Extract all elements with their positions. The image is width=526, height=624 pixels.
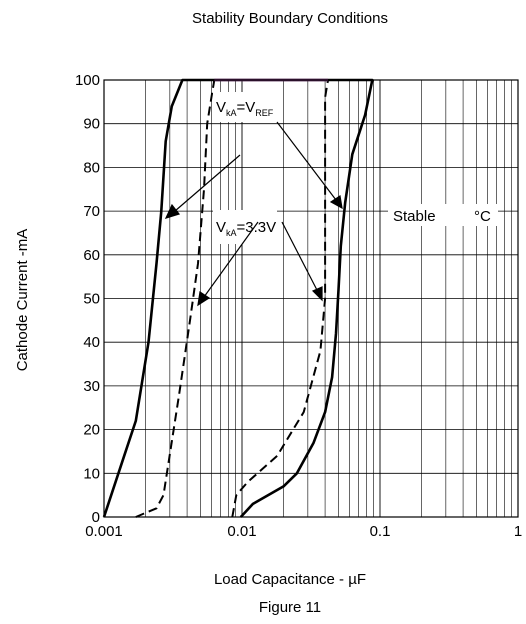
y-tick-label: 0: [92, 509, 100, 526]
arrowhead-3v3-left: [197, 290, 211, 307]
annotation-arrows: [164, 121, 343, 307]
y-tick-label: 80: [83, 159, 100, 176]
annotation-box-vka-vref: [213, 92, 277, 122]
x-tick-label: 0.01: [227, 523, 256, 540]
y-tick-label: 70: [83, 203, 100, 220]
arrowhead-3v3-right: [311, 286, 323, 302]
x-tick-label: 0.001: [85, 523, 123, 540]
y-tick-label: 10: [83, 465, 100, 482]
plot-frame: [103, 79, 519, 518]
y-tick-label: 40: [83, 334, 100, 351]
x-tick-label: 1: [514, 523, 522, 540]
series-line-2: [135, 79, 216, 518]
y-tick-label: 20: [83, 422, 100, 439]
annotation-vka-vref: VkA=VREF: [216, 99, 274, 118]
arrowhead-vref-left: [164, 203, 181, 219]
y-tick-label: 50: [83, 291, 100, 308]
annotation-vka-3v3: VkA=3.3V: [216, 219, 276, 238]
x-tick-label: 0.1: [370, 523, 391, 540]
annotation-degc: °C: [474, 208, 491, 225]
annotation-box-vka-3v3: [213, 210, 277, 244]
y-tick-label: 100: [75, 72, 100, 89]
chart-title: Stability Boundary Conditions: [192, 10, 388, 27]
annotation-stable: Stable: [393, 208, 436, 225]
series-line-3: [231, 79, 329, 518]
arrow-3v3-right: [281, 221, 319, 293]
x-tick-layer: 0.001 0.01 0.1 1: [85, 523, 522, 540]
x-axis-label: Load Capacitance - µF: [214, 571, 366, 588]
figure-caption: Figure 11: [259, 599, 321, 616]
y-tick-label: 60: [83, 247, 100, 264]
arrow-vref-left: [174, 154, 241, 212]
y-axis-label: Cathode Current -mA: [14, 229, 31, 372]
arrowhead-vref-right: [329, 194, 343, 210]
y-tick-label: 30: [83, 378, 100, 395]
series-line-1: [102, 78, 374, 518]
y-tick-label: 90: [83, 116, 100, 133]
y-tick-layer: 0 10 20 30 40 50 60 70 80 90 100: [75, 72, 100, 526]
annotation-box-stable: [388, 204, 498, 226]
arrow-3v3-left: [203, 221, 259, 298]
arrow-vref-right: [276, 121, 337, 201]
